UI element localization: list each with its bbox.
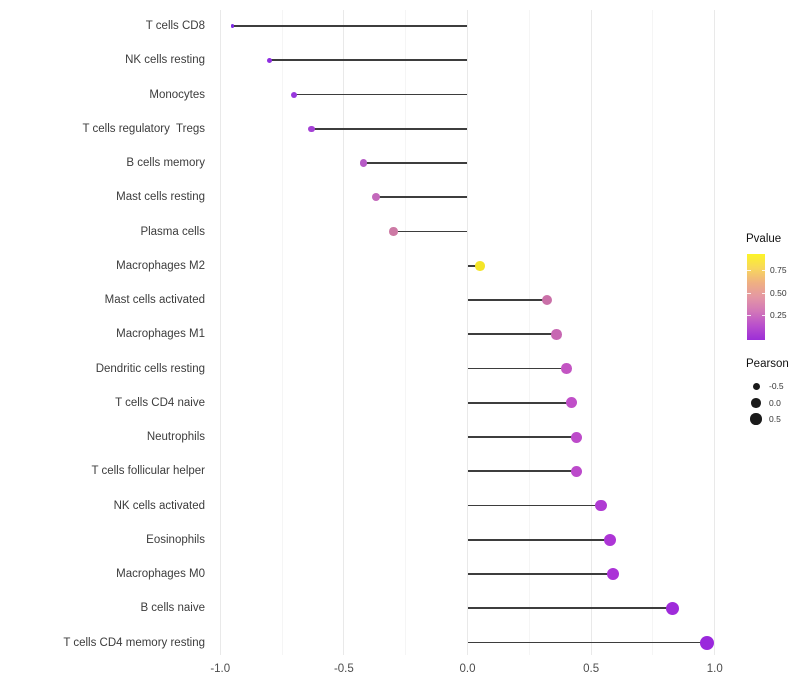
pearson-legend-title: Pearson xyxy=(746,358,789,370)
lollipop-dot xyxy=(700,635,715,650)
lollipop-dot xyxy=(551,329,562,340)
lollipop-dot xyxy=(570,431,582,443)
lollipop-stem xyxy=(467,367,567,370)
lollipop-dot xyxy=(308,125,315,132)
gridline-minor xyxy=(405,10,407,655)
colorbar-tickmark xyxy=(747,292,751,294)
lollipop-stem xyxy=(467,299,547,301)
lollipop-stem xyxy=(467,470,577,473)
x-tick-label: 0.0 xyxy=(459,663,476,675)
category-label: B cells naive xyxy=(140,602,205,615)
lollipop-dot xyxy=(230,24,235,28)
category-label: Mast cells activated xyxy=(104,294,205,306)
lollipop-dot xyxy=(595,499,607,512)
colorbar-tickmark xyxy=(747,315,751,317)
lollipop-stem xyxy=(376,196,468,199)
lollipop-dot xyxy=(291,91,298,98)
category-label: T cells CD4 memory resting xyxy=(63,636,205,649)
colorbar-tick-label: 0.50 xyxy=(770,287,787,298)
gridline-major xyxy=(467,10,468,655)
lollipop-stem xyxy=(467,436,577,438)
lollipop-stem xyxy=(467,607,673,610)
lollipop-dot xyxy=(570,465,582,477)
category-label: Macrophages M2 xyxy=(116,259,205,272)
category-label: Macrophages M0 xyxy=(116,568,205,580)
pvalue-legend-title: Pvalue xyxy=(746,233,782,245)
x-tick-label: 1.0 xyxy=(706,663,723,675)
gridline-minor xyxy=(528,10,530,655)
category-label: Dendritic cells resting xyxy=(95,362,205,375)
gridline-minor xyxy=(281,10,283,655)
lollipop-dot xyxy=(541,295,552,305)
lollipop-stem xyxy=(467,504,601,507)
lollipop-dot xyxy=(359,159,368,167)
pearson-size-dot xyxy=(752,382,760,390)
gridline-major xyxy=(590,10,592,655)
lollipop-dot xyxy=(475,261,485,271)
pearson-size-label: 0.0 xyxy=(769,398,781,408)
gridline-minor xyxy=(652,10,654,655)
colorbar-tickmark xyxy=(761,269,765,271)
category-label: Mast cells resting xyxy=(116,191,205,204)
category-label: Plasma cells xyxy=(140,225,205,238)
category-label: T cells follicular helper xyxy=(91,465,205,478)
lollipop-stem xyxy=(363,162,468,164)
lollipop-dot xyxy=(372,193,381,202)
lollipop-dot xyxy=(389,227,398,236)
gridline-major xyxy=(219,10,221,655)
lollipop-dot xyxy=(266,57,273,63)
x-tick-label: -0.5 xyxy=(333,663,354,675)
gridline-major xyxy=(714,10,716,655)
lollipop-stem xyxy=(467,538,610,541)
lollipop-dot xyxy=(603,533,616,546)
pearson-size-label: 0.5 xyxy=(769,414,781,424)
lollipop-dot xyxy=(565,397,577,409)
gridline-major xyxy=(343,10,345,655)
category-label: T cells regulatory Tregs xyxy=(82,122,205,135)
category-label: Monocytes xyxy=(149,88,205,101)
pearson-size-dot xyxy=(750,413,762,425)
x-tick-label: -1.0 xyxy=(210,663,231,675)
colorbar-tickmark xyxy=(747,269,751,271)
pearson-size-dot xyxy=(751,398,761,408)
lollipop-stem xyxy=(311,127,468,130)
category-label: B cells memory xyxy=(126,157,205,169)
lollipop-stem xyxy=(467,401,572,404)
pvalue-colorbar xyxy=(747,254,765,340)
lollipop-stem xyxy=(467,573,614,575)
pearson-size-label: -0.5 xyxy=(769,381,784,391)
category-label: Macrophages M1 xyxy=(116,328,205,341)
lollipop-stem xyxy=(467,333,557,336)
colorbar-tick-label: 0.75 xyxy=(770,264,787,275)
colorbar-tickmark xyxy=(761,315,765,317)
lollipop-stem xyxy=(232,25,468,27)
colorbar-tickmark xyxy=(761,292,765,294)
category-label: T cells CD8 xyxy=(145,20,205,32)
category-label: Eosinophils xyxy=(146,533,205,546)
x-tick-label: 0.5 xyxy=(583,663,600,675)
lollipop-stem xyxy=(269,59,468,62)
lollipop-stem xyxy=(393,230,468,233)
category-label: NK cells resting xyxy=(125,54,205,67)
category-label: Neutrophils xyxy=(146,431,205,443)
lollipop-stem xyxy=(467,264,480,267)
lollipop-dot xyxy=(607,568,620,580)
lollipop-dot xyxy=(561,363,572,374)
category-label: NK cells activated xyxy=(113,499,205,512)
category-label: T cells CD4 naive xyxy=(115,396,205,409)
colorbar-tick-label: 0.25 xyxy=(770,310,787,321)
lollipop-stem xyxy=(467,641,708,644)
lollipop-dot xyxy=(666,601,680,615)
lollipop-stem xyxy=(294,93,468,96)
